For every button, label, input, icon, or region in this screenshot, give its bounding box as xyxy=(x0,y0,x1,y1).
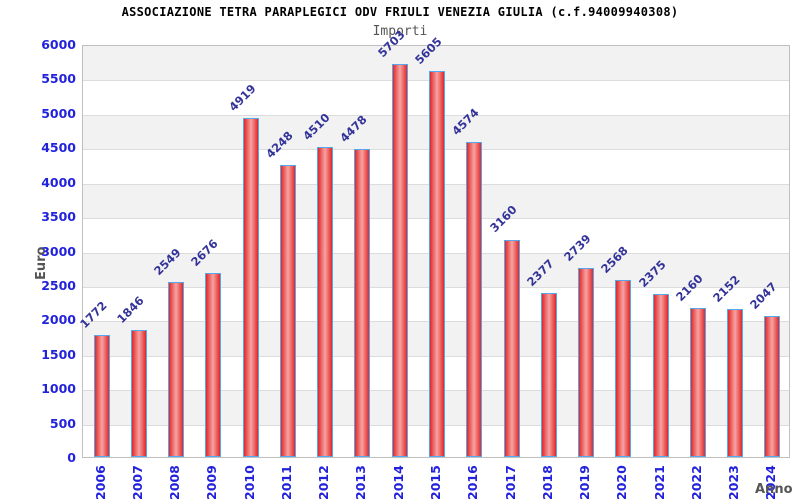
x-tick-label: 2008 xyxy=(167,465,183,500)
bar-2012 xyxy=(317,146,334,457)
bar-2021 xyxy=(652,293,669,457)
x-tick-label: 2013 xyxy=(353,465,369,500)
x-tick-label: 2009 xyxy=(204,465,220,500)
bar-2011 xyxy=(279,164,296,457)
bar-2006 xyxy=(93,335,110,457)
x-tick-label: 2018 xyxy=(539,465,555,500)
y-tick-label: 500 xyxy=(49,415,76,431)
plot-area xyxy=(82,45,790,458)
chart-subtitle: Importi xyxy=(372,24,428,39)
x-tick-label: 2019 xyxy=(577,465,593,500)
y-tick-label: 1000 xyxy=(41,381,76,397)
chart-title: ASSOCIAZIONE TETRA PARAPLEGICI ODV FRIUL… xyxy=(121,5,679,19)
x-axis-title: Anno xyxy=(755,482,793,497)
x-tick-label: 2015 xyxy=(428,465,443,500)
y-tick-label: 4000 xyxy=(41,174,76,190)
bar-2014 xyxy=(391,64,408,457)
bar-2020 xyxy=(615,280,632,457)
y-tick-label: 5500 xyxy=(41,71,76,87)
bar-2024 xyxy=(764,316,781,457)
bar-2019 xyxy=(578,268,595,457)
bar-2013 xyxy=(354,148,371,457)
x-tick-label: 2021 xyxy=(651,465,667,500)
bar-2017 xyxy=(503,239,520,457)
x-tick-label: 2010 xyxy=(241,465,257,500)
bar-2018 xyxy=(540,293,557,457)
x-tick-label: 2016 xyxy=(465,465,481,500)
y-tick-label: 3000 xyxy=(41,243,76,259)
x-tick-label: 2007 xyxy=(129,465,145,500)
x-tick-label: 2023 xyxy=(726,465,742,500)
x-tick-label: 2012 xyxy=(316,465,332,500)
bar-2023 xyxy=(727,308,744,457)
y-tick-label: 5000 xyxy=(41,105,76,121)
bar-2016 xyxy=(466,142,483,457)
bar-2007 xyxy=(130,329,147,457)
bar-2010 xyxy=(242,118,259,457)
y-tick-label: 3500 xyxy=(41,209,76,225)
x-tick-label: 2014 xyxy=(390,465,406,500)
bar-2022 xyxy=(689,308,706,457)
x-tick-label: 2022 xyxy=(688,465,704,500)
x-tick-label: 2020 xyxy=(614,465,630,500)
y-tick-label: 0 xyxy=(67,450,76,465)
y-tick-label: 2500 xyxy=(41,277,76,293)
y-tick-label: 6000 xyxy=(41,37,76,52)
bar-2015 xyxy=(429,71,445,457)
bar-2008 xyxy=(168,281,185,457)
x-tick-label: 2006 xyxy=(92,465,108,500)
bar-2009 xyxy=(205,272,222,457)
y-tick-label: 2000 xyxy=(41,312,76,328)
y-tick-label: 1500 xyxy=(41,346,76,362)
x-tick-label: 2017 xyxy=(502,465,518,500)
x-tick-label: 2011 xyxy=(278,465,294,500)
y-tick-label: 4500 xyxy=(41,140,76,156)
